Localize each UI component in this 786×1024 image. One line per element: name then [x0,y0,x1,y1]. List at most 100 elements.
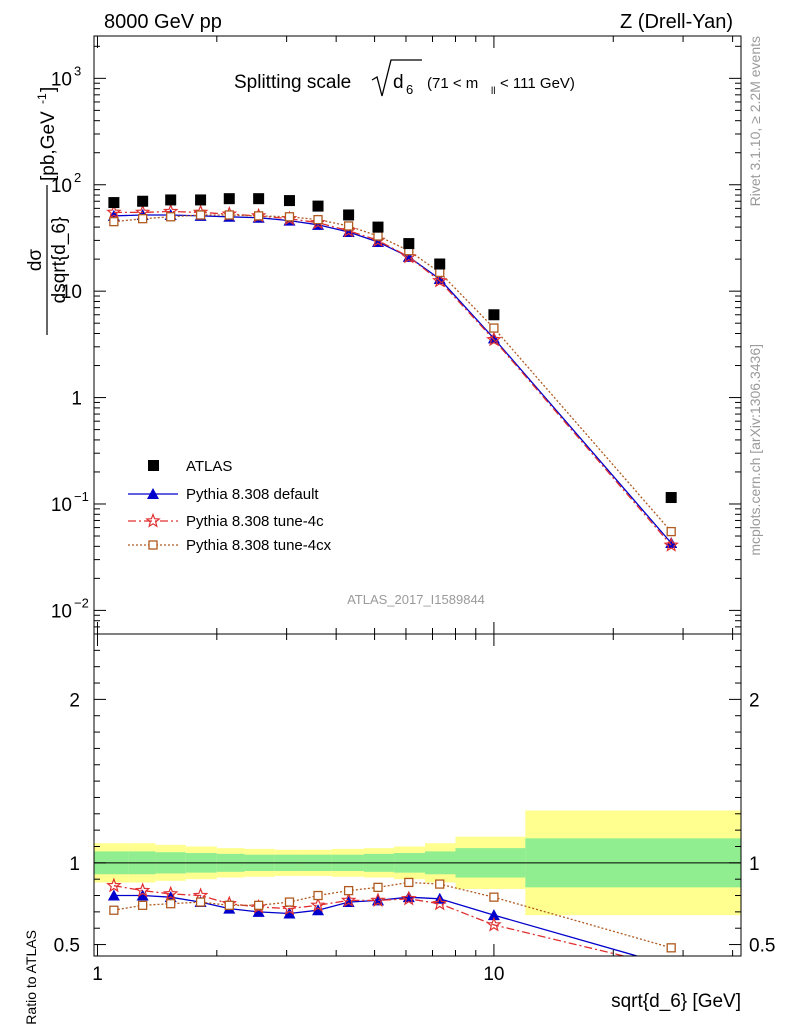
y-tick-label-exp: 3 [74,63,81,78]
data-point [370,892,386,908]
data-point [310,897,326,912]
legend-label-tune-4cx: Pythia 8.308 tune-4cx [186,537,332,554]
data-point [313,890,323,901]
data-point [253,211,264,221]
data-point [432,895,448,911]
ylabel-numerator: dσ [25,249,46,272]
legend-entry-tune-4cx: Pythia 8.308 tune-4cx [128,537,332,554]
series-line [113,894,640,956]
data-point [195,194,207,206]
data-point [373,882,383,893]
ratio-y-tick-label-right: 1 [749,854,760,875]
data-point [489,892,499,902]
ratio-y-tick-label-right: 0.5 [749,936,775,957]
ratio-panel-series [106,877,676,956]
data-point [663,537,679,552]
mcplots-label: mcplots.cern.ch [arXiv:1306.3436] [747,344,763,556]
legend-marker-triangle [147,488,159,499]
data-point [343,885,354,896]
sqrt-sign [371,59,422,97]
data-point [165,194,177,206]
main-panel-series [106,193,679,552]
legend-star-shape [145,512,161,528]
data-point [486,916,502,932]
main-ylabel: dσ dsqrt{d_6} [pb,GeV -1 ] [25,87,70,335]
y-tick-label: 1 [71,389,82,410]
legend-entry-tune-4c: Pythia 8.308 tune-4c [128,512,324,530]
data-point [372,221,384,233]
ratio-panel-frame [93,633,742,957]
legend-entry-default: Pythia 8.308 default [128,486,319,503]
data-point [312,200,324,212]
legend-label-tune-4c: Pythia 8.308 tune-4c [186,513,324,530]
data-point [253,193,265,205]
legend-marker-star [145,512,161,528]
title-prefix: Splitting scale [234,72,351,93]
x-axis-label: sqrt{d_6} [GeV] [611,991,741,1012]
y-tick-label: 10 [51,176,72,197]
x-tick-label: 10 [483,964,504,985]
title-symbol-sub: 6 [406,82,413,97]
data-point [138,214,148,224]
data-point [434,258,446,270]
data-point [404,877,414,888]
data-point [223,193,235,205]
legend-label-atlas: ATLAS [186,458,232,475]
data-point [666,526,676,537]
data-point [486,331,502,347]
y-tick-label-exp: −1 [74,489,89,504]
legend-marker-square [148,460,159,471]
data-point [106,877,122,893]
data-point [313,214,323,225]
header-right: Z (Drell-Yan) [620,11,733,33]
data-point [435,879,445,889]
ylabel-denominator: dsqrt{d_6} [49,217,70,304]
main-title: Splitting scale d 6 (71 < m ll < 111 GeV… [234,59,575,97]
data-point [435,267,445,278]
data-point [166,212,176,222]
data-point [224,900,234,910]
ratio-ylabel: Ratio to ATLAS [23,930,39,1024]
data-point [283,907,296,919]
legend-entry-atlas: ATLAS [148,458,232,475]
data-point [403,238,415,250]
x-tick-label: 1 [92,964,103,985]
data-point [340,892,357,908]
legend-marker-open-square [148,540,158,550]
data-point [106,204,122,219]
data-point [432,272,448,288]
series-line [113,214,672,533]
title-cut: (71 < m [427,75,478,92]
ratio-bands [94,810,741,916]
data-point [281,900,298,916]
data-point [166,899,176,909]
data-point [400,248,417,264]
data-point [253,900,264,910]
data-point [224,210,234,220]
data-point [134,882,151,898]
title-cut-end: < 111 GeV) [500,75,575,92]
ratio-y-tick-label: 1 [69,854,80,875]
data-point [107,889,120,901]
data-point [343,221,354,231]
y-tick-label-exp: 2 [74,170,81,185]
ylabel-unit: [pb,GeV [38,111,59,181]
rivet-version-label: Rivet 3.1.10, ≥ 2.2M events [747,36,763,206]
data-point [195,210,206,220]
data-point [666,943,676,953]
legend: ATLAS Pythia 8.308 default Pythia 8.308 … [128,458,332,554]
series-line [113,214,672,544]
data-point [283,195,295,207]
ratio-y-tick-label: 2 [69,690,80,711]
data-point [109,905,119,915]
y-tick-label: 10 [61,282,82,303]
data-point [284,897,295,907]
analysis-watermark: ATLAS_2017_I1589844 [347,592,485,607]
data-point [340,222,357,238]
data-point [162,885,179,901]
title-symbol: d [393,72,404,93]
y-tick-label: 10 [51,69,72,90]
y-tick-label: 10 [51,601,72,622]
data-point [312,904,325,916]
